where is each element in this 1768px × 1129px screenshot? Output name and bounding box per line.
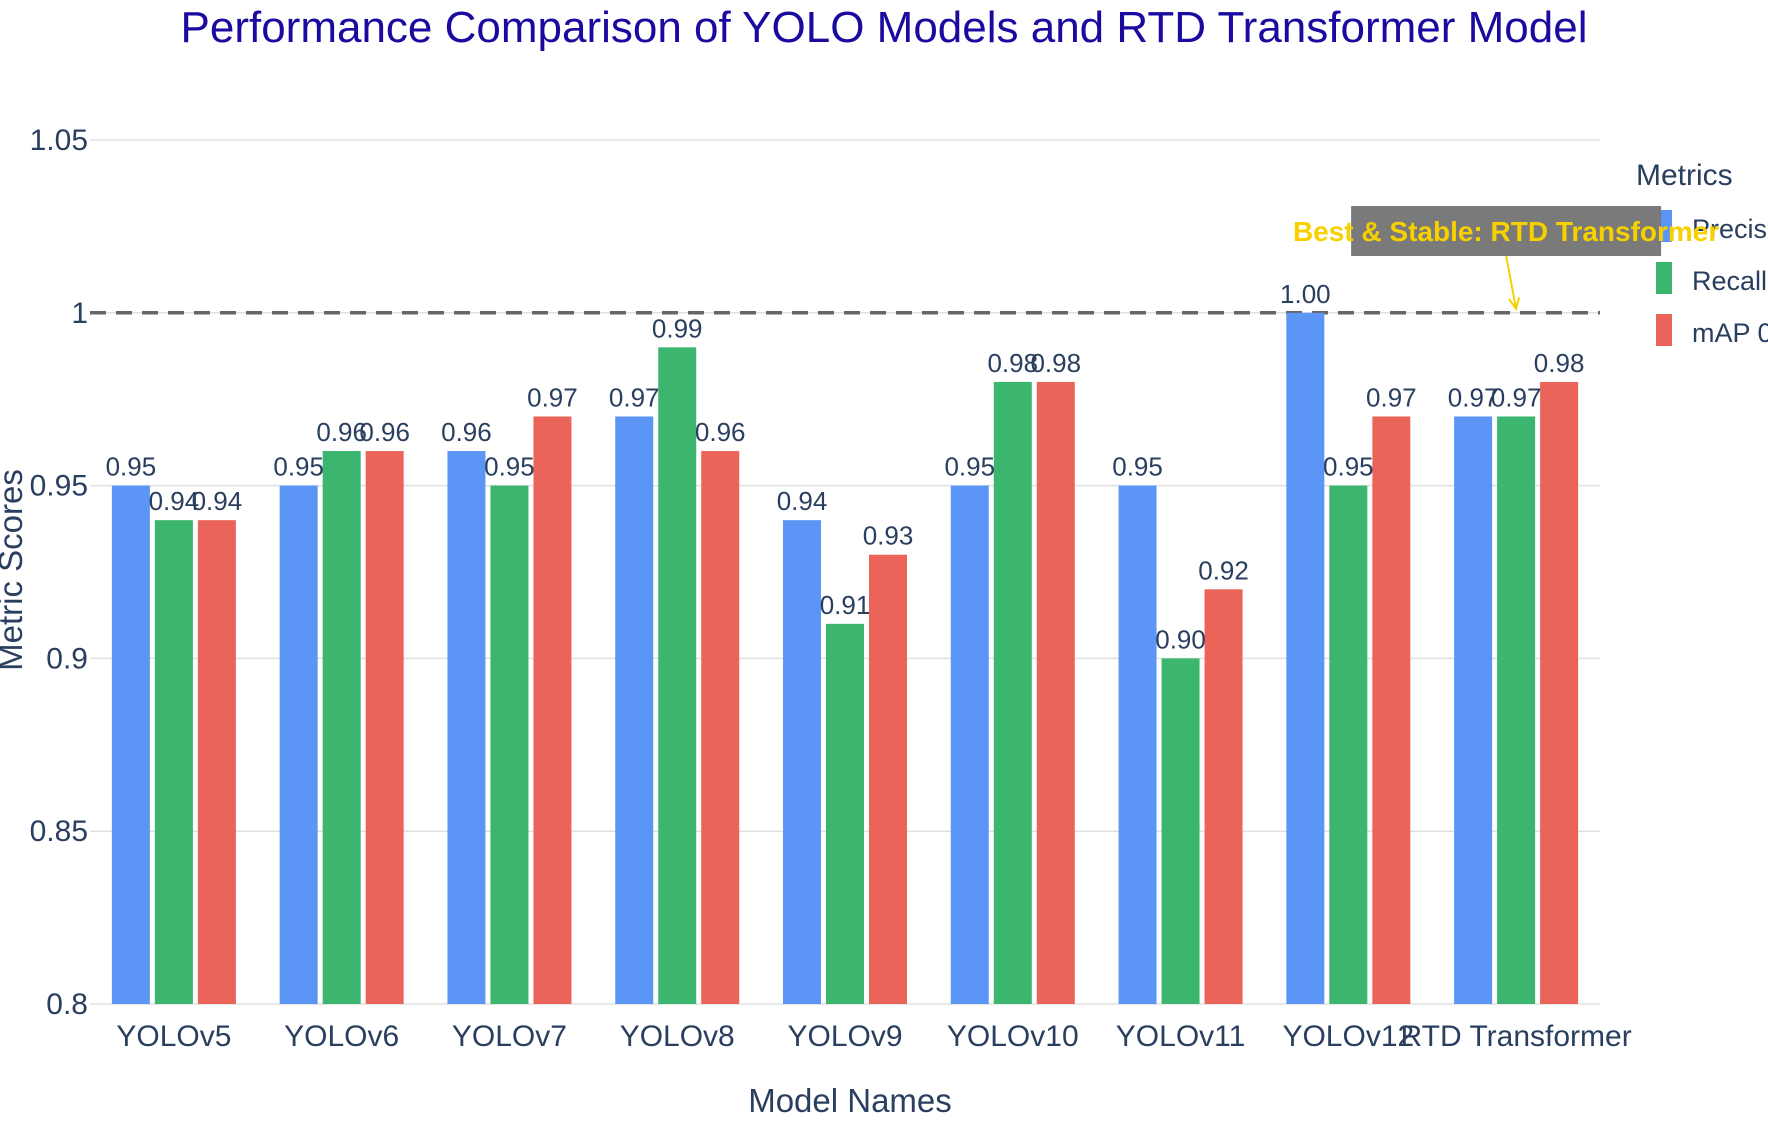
bar-value-label: 0.99 bbox=[652, 313, 703, 343]
y-tick-label: 1 bbox=[71, 297, 88, 330]
bar-value-label: 0.96 bbox=[695, 417, 746, 447]
y-tick-label: 0.9 bbox=[46, 642, 88, 675]
bar-recall-yolov12[interactable] bbox=[1329, 485, 1368, 1005]
legend-label[interactable]: Precision bbox=[1692, 214, 1768, 244]
annotation-arrow bbox=[1505, 255, 1518, 309]
x-tick-label: YOLOv11 bbox=[1116, 1020, 1246, 1053]
bar-value-label: 0.97 bbox=[1366, 382, 1417, 412]
bar-value-label: 0.95 bbox=[1323, 452, 1374, 482]
bar-precision-yolov8[interactable] bbox=[615, 416, 654, 1005]
annotation-box bbox=[1351, 206, 1662, 256]
legend-title: Metrics bbox=[1636, 159, 1733, 192]
bar-value-label: 0.98 bbox=[987, 348, 1038, 378]
bar-value-label: 0.95 bbox=[484, 452, 535, 482]
bar-value-label: 0.95 bbox=[273, 452, 324, 482]
legend-label[interactable]: mAP 0.5 bbox=[1692, 318, 1768, 348]
annotation-text: Best & Stable: RTD Transformer bbox=[1293, 216, 1719, 247]
bars-layer bbox=[111, 312, 1579, 1005]
bar-value-label: 0.94 bbox=[192, 486, 243, 516]
bar-recall-yolov6[interactable] bbox=[322, 451, 361, 1004]
bar-precision-yolov9[interactable] bbox=[783, 520, 821, 1004]
bar-recall-yolov7[interactable] bbox=[490, 485, 529, 1005]
bar-precision-rtd-transformer[interactable] bbox=[1454, 416, 1493, 1005]
bar-value-label: 0.93 bbox=[863, 521, 914, 551]
x-tick-label: YOLOv8 bbox=[620, 1020, 735, 1053]
bar-value-label: 0.96 bbox=[359, 417, 410, 447]
bar-value-label: 0.96 bbox=[441, 417, 492, 447]
value-labels-layer: 0.950.940.940.950.960.96 0.960.950.97 0.97… bbox=[106, 279, 1585, 655]
bar-value-label: 0.95 bbox=[944, 452, 995, 482]
x-tick-label: YOLOv10 bbox=[947, 1020, 1079, 1053]
bar-recall-yolov5[interactable] bbox=[154, 520, 193, 1004]
bar-map-0-5-yolov5[interactable] bbox=[197, 520, 236, 1004]
bar-map-0-5-yolov12[interactable] bbox=[1372, 416, 1411, 1005]
y-tick-label: 1.05 bbox=[30, 124, 88, 157]
bar-precision-yolov7[interactable] bbox=[447, 451, 486, 1004]
bar-value-label: 0.97 bbox=[1448, 382, 1499, 412]
bar-value-label: 0.97 bbox=[609, 382, 660, 412]
bar-precision-yolov12[interactable] bbox=[1286, 312, 1325, 1004]
bar-map-0-5-yolov9[interactable] bbox=[869, 554, 907, 1004]
bar-value-label: 0.97 bbox=[527, 382, 578, 412]
bar-value-label: 0.94 bbox=[777, 486, 828, 516]
bar-precision-yolov6[interactable] bbox=[279, 485, 318, 1005]
y-tick-label: 0.95 bbox=[30, 470, 88, 503]
bar-value-label: 0.96 bbox=[316, 417, 367, 447]
bar-value-label: 0.98 bbox=[1534, 348, 1585, 378]
bar-map-0-5-yolov7[interactable] bbox=[533, 416, 572, 1005]
bar-precision-yolov5[interactable] bbox=[111, 485, 150, 1005]
bar-value-label: 0.90 bbox=[1155, 624, 1206, 654]
bar-recall-yolov9[interactable] bbox=[826, 623, 864, 1004]
bar-value-label: 0.98 bbox=[1030, 348, 1081, 378]
bar-map-0-5-yolov8[interactable] bbox=[701, 451, 740, 1004]
chart-title: Performance Comparison of YOLO Models an… bbox=[181, 3, 1588, 52]
x-tick-label: YOLOv7 bbox=[452, 1020, 567, 1053]
bar-precision-yolov10[interactable] bbox=[950, 485, 989, 1005]
legend-label[interactable]: Recall bbox=[1692, 266, 1767, 296]
bar-value-label: 0.92 bbox=[1198, 555, 1249, 585]
bar-map-0-5-rtd-transformer[interactable] bbox=[1540, 381, 1579, 1004]
bar-value-label: 0.94 bbox=[149, 486, 200, 516]
bar-map-0-5-yolov6[interactable] bbox=[365, 451, 404, 1004]
y-tick-label: 0.85 bbox=[30, 815, 88, 848]
bar-recall-yolov10[interactable] bbox=[993, 381, 1032, 1004]
legend-swatch-map-0-5[interactable] bbox=[1656, 314, 1672, 346]
bar-map-0-5-yolov11[interactable] bbox=[1204, 589, 1243, 1004]
y-axis-title: Metric Scores bbox=[0, 469, 29, 671]
x-tick-layer: YOLOv5 YOLOv6 YOLOv7 YOLOv8 YOLOv9 YOLOv10 YOL… bbox=[116, 1020, 1631, 1053]
bar-value-label: 0.97 bbox=[1491, 382, 1542, 412]
x-tick-label: YOLOv9 bbox=[787, 1020, 902, 1053]
bar-value-label: 0.91 bbox=[820, 590, 871, 620]
bar-map-0-5-yolov10[interactable] bbox=[1036, 381, 1075, 1004]
x-tick-label: YOLOv5 bbox=[116, 1020, 231, 1053]
bar-recall-yolov11[interactable] bbox=[1161, 658, 1200, 1004]
annotation: Best & Stable: RTD Transformer bbox=[1293, 206, 1719, 312]
legend[interactable]: Metrics Precision Recall mAP 0.5 bbox=[1636, 159, 1768, 348]
annotation-arrowhead bbox=[1508, 296, 1521, 312]
bar-recall-yolov8[interactable] bbox=[658, 347, 697, 1004]
x-tick-label: YOLOv6 bbox=[284, 1020, 399, 1053]
x-tick-label: YOLOv12 bbox=[1282, 1020, 1414, 1053]
bar-recall-rtd-transformer[interactable] bbox=[1497, 416, 1536, 1005]
x-tick-label: RTD Transformer bbox=[1401, 1020, 1632, 1053]
bar-value-label: 0.95 bbox=[1112, 452, 1163, 482]
bar-precision-yolov11[interactable] bbox=[1118, 485, 1157, 1005]
x-axis-title: Model Names bbox=[748, 1082, 952, 1119]
legend-swatch-recall[interactable] bbox=[1656, 262, 1672, 294]
y-tick-label: 0.8 bbox=[46, 988, 88, 1021]
bar-value-label: 1.00 bbox=[1280, 279, 1331, 309]
bar-value-label: 0.95 bbox=[106, 452, 157, 482]
